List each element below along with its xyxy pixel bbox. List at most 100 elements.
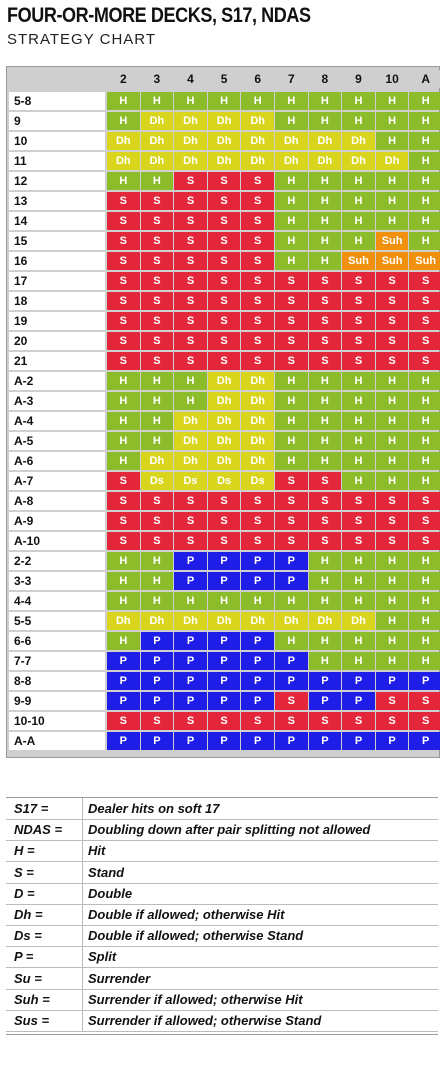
action-cell: Dh [241, 412, 274, 430]
action-cell: H [107, 432, 140, 450]
action-cell: H [107, 412, 140, 430]
action-cell: H [241, 92, 274, 110]
legend-key: Suh = [14, 991, 50, 1007]
hand-label: A-8 [9, 492, 105, 510]
action-cell: P [241, 732, 274, 750]
hand-label: A-5 [9, 432, 105, 450]
action-cell: S [140, 532, 174, 550]
action-cell: S [140, 492, 174, 510]
action-cell: H [174, 372, 207, 390]
action-cell: S [375, 532, 409, 550]
action-cell: P [241, 672, 274, 690]
action-cell: H [241, 592, 274, 610]
action-cell: H [342, 572, 375, 590]
hand-label: 8-8 [9, 672, 105, 690]
action-cell: S [174, 532, 207, 550]
action-cell: H [342, 552, 375, 570]
action-cell: H [140, 392, 174, 410]
action-cell: S [275, 272, 308, 290]
legend-divider [82, 840, 83, 862]
action-cell: S [375, 492, 409, 510]
action-cell: S [241, 272, 274, 290]
legend-row: NDAS = Doubling down after pair splitting… [6, 819, 438, 842]
action-cell: S [107, 352, 140, 370]
action-cell: H [308, 592, 342, 610]
action-cell: H [342, 372, 375, 390]
action-cell: H [275, 432, 308, 450]
action-cell: S [275, 692, 308, 710]
action-cell: S [308, 492, 342, 510]
action-cell: S [342, 532, 375, 550]
action-cell: S [275, 472, 308, 490]
action-cell: S [409, 712, 440, 730]
action-cell: Suh [375, 232, 409, 250]
action-cell: H [140, 432, 174, 450]
action-cell: S [140, 192, 174, 210]
action-cell: Dh [207, 612, 241, 630]
dealer-card-header: 6 [241, 70, 274, 88]
action-cell: H [409, 632, 440, 650]
action-cell: S [207, 212, 241, 230]
legend-divider [82, 1010, 83, 1031]
action-cell: S [308, 272, 342, 290]
action-cell: S [174, 272, 207, 290]
action-cell: S [409, 272, 440, 290]
action-cell: P [174, 552, 207, 570]
action-cell: S [241, 192, 274, 210]
action-cell: H [409, 652, 440, 670]
legend-value: Surrender [88, 970, 151, 986]
action-cell: S [107, 212, 140, 230]
action-cell: H [174, 92, 207, 110]
action-cell: H [275, 412, 308, 430]
action-cell: S [207, 332, 241, 350]
action-cell: H [342, 172, 375, 190]
action-cell: Dh [207, 432, 241, 450]
action-cell: Dh [342, 132, 375, 150]
action-cell: S [308, 292, 342, 310]
action-cell: Dh [308, 132, 342, 150]
action-cell: H [375, 612, 409, 630]
action-cell: H [409, 552, 440, 570]
action-cell: S [241, 212, 274, 230]
action-cell: H [275, 232, 308, 250]
action-cell: H [107, 452, 140, 470]
action-cell: P [375, 672, 409, 690]
action-cell: Dh [275, 152, 308, 170]
action-cell: Ds [241, 472, 274, 490]
legend-row: Ds = Double if allowed; otherwise Stand [6, 925, 438, 948]
legend-key: Sus = [14, 1013, 50, 1028]
action-cell: Dh [241, 112, 274, 130]
legend-value: Double if allowed; otherwise Stand [88, 928, 304, 944]
action-cell: H [308, 552, 342, 570]
action-cell: Dh [241, 132, 274, 150]
action-cell: S [140, 212, 174, 230]
action-cell: H [342, 192, 375, 210]
action-cell: Dh [174, 412, 207, 430]
action-cell: P [207, 632, 241, 650]
dealer-card-header: 8 [308, 70, 342, 88]
action-cell: S [342, 272, 375, 290]
action-cell: S [174, 172, 207, 190]
action-cell: H [409, 612, 440, 630]
action-cell: S [207, 192, 241, 210]
hand-label: 5-8 [9, 92, 105, 110]
legend-key: S17 = [14, 801, 49, 816]
action-cell: S [207, 352, 241, 370]
action-cell: H [174, 392, 207, 410]
action-cell: Ds [207, 472, 241, 490]
action-cell: S [375, 692, 409, 710]
action-cell: P [174, 632, 207, 650]
action-cell: H [308, 372, 342, 390]
legend-row: Suh = Surrender if allowed; otherwise Hit [6, 988, 438, 1011]
action-cell: H [342, 412, 375, 430]
action-cell: H [375, 372, 409, 390]
action-cell: H [308, 252, 342, 270]
action-cell: H [342, 92, 375, 110]
action-cell: Dh [174, 112, 207, 130]
legend-value: Double [88, 885, 133, 901]
action-cell: S [375, 712, 409, 730]
action-cell: S [275, 352, 308, 370]
action-cell: P [174, 692, 207, 710]
action-cell: P [308, 732, 342, 750]
action-cell: S [275, 312, 308, 330]
